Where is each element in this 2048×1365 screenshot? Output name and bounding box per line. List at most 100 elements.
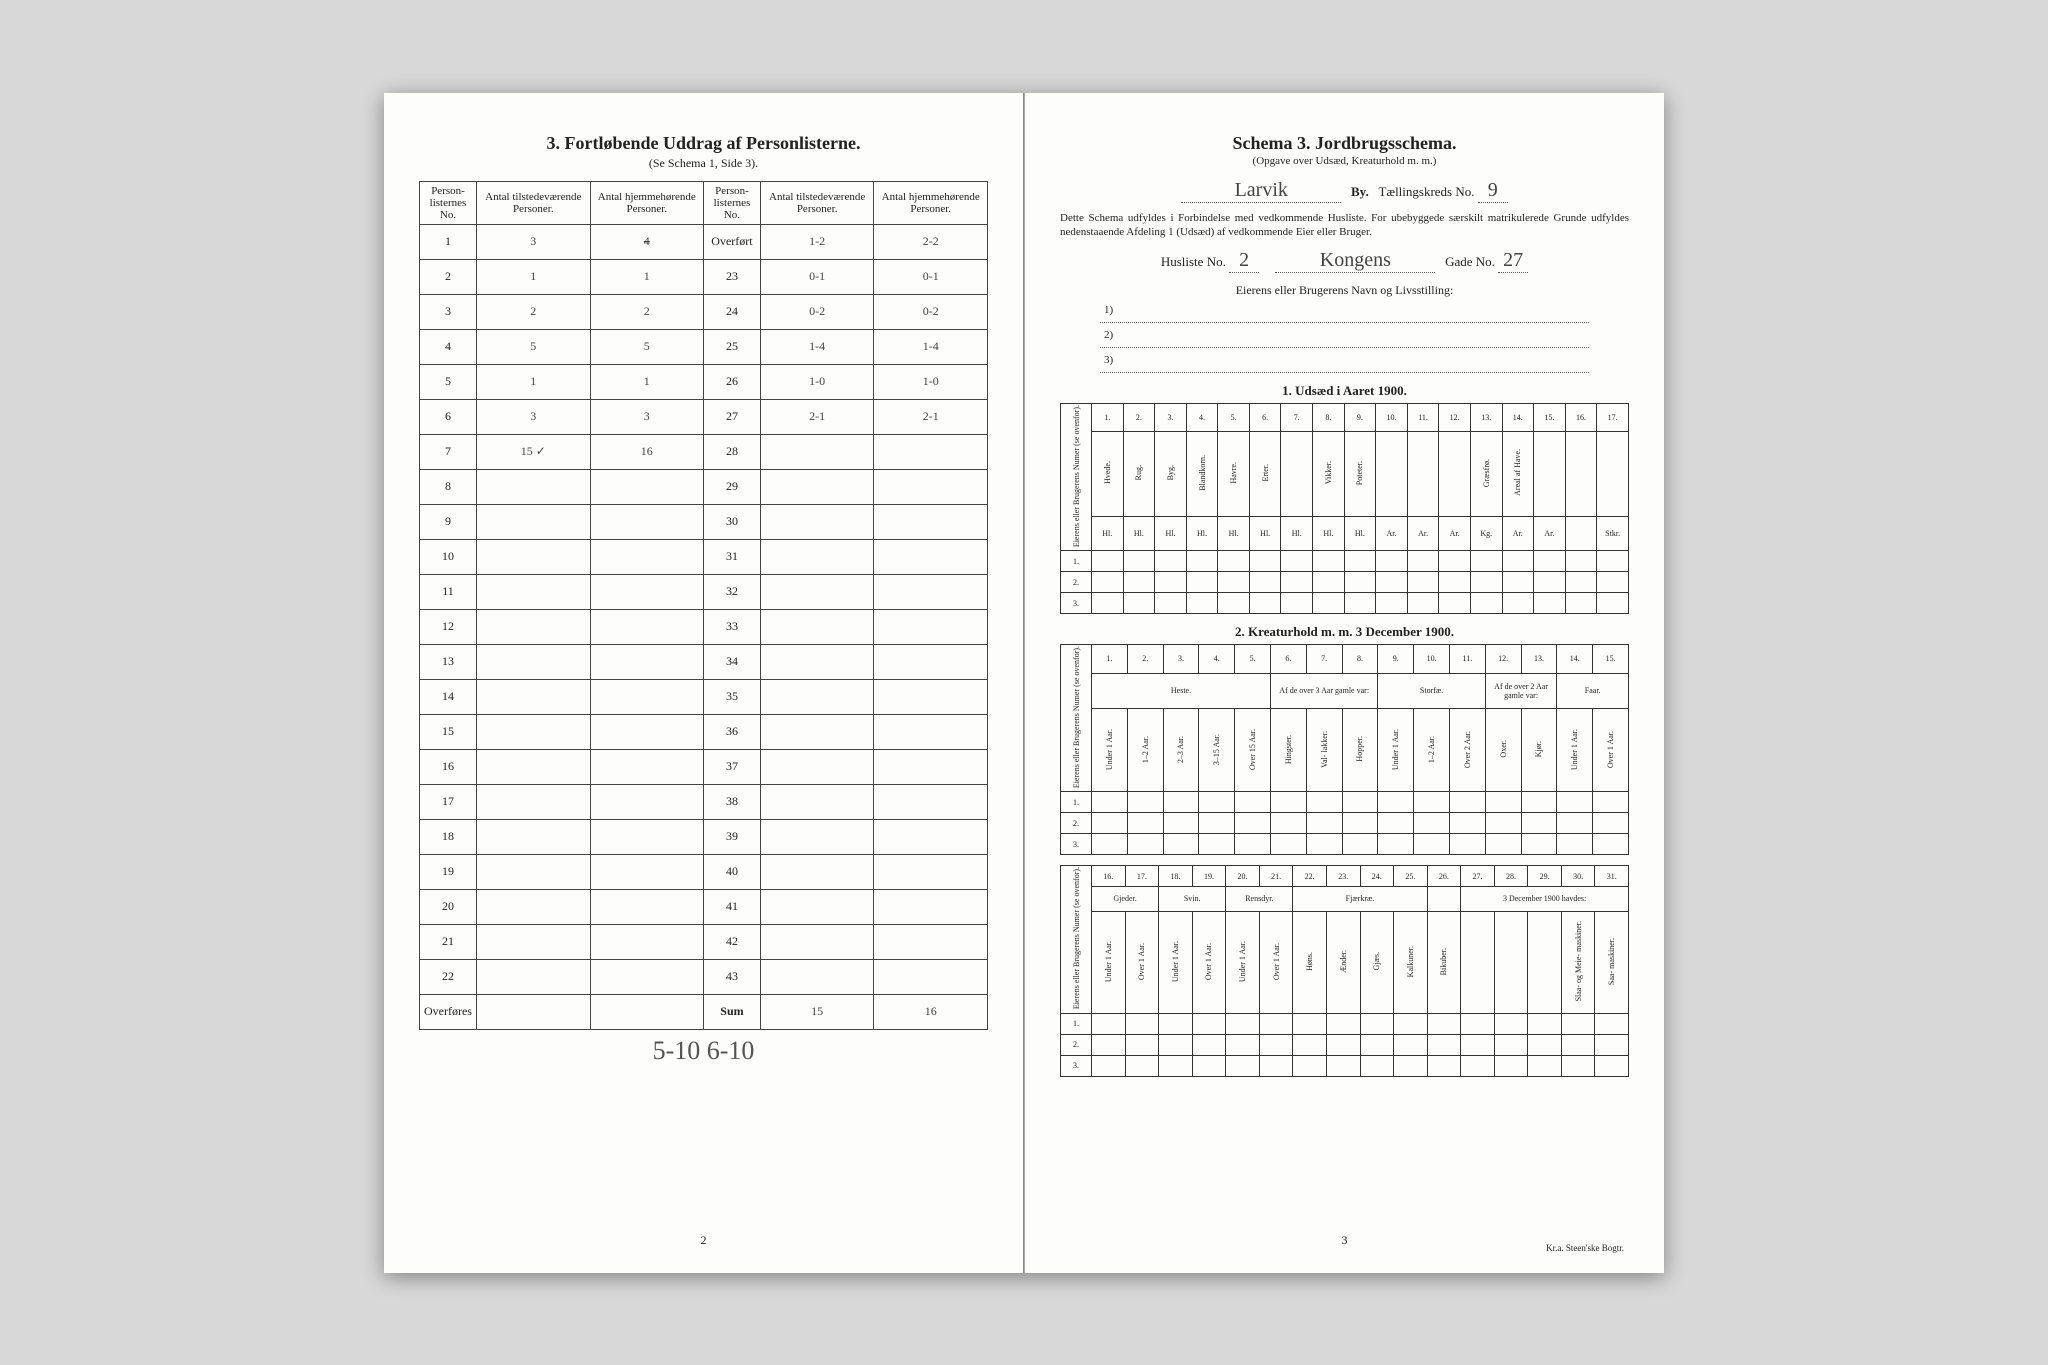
row-a-l [476,889,590,924]
col-num: 7. [1281,404,1313,432]
row-no-r: 25 [704,329,761,364]
row-a-l: 5 [476,329,590,364]
row-no-l: 12 [420,609,477,644]
row-a-r [760,889,874,924]
cell [1127,813,1163,834]
col-head [1281,431,1313,516]
row-b-l [590,609,704,644]
cell [1557,834,1593,855]
table-row: 930 [420,504,988,539]
right-page: Schema 3. Jordbrugsschema. (Opgave over … [1024,93,1664,1273]
cell [1127,834,1163,855]
row-b-r: 2-1 [874,399,988,434]
row-b-l: 5 [590,329,704,364]
row-a-l [476,609,590,644]
cell [1218,593,1250,614]
table-row: 455251-41-4 [420,329,988,364]
row-no-r: 31 [704,539,761,574]
col-num: 30. [1561,866,1595,886]
col-head: Kalkuner. [1394,911,1428,1013]
sum-b: 16 [874,994,988,1029]
cell [1394,1055,1428,1076]
col-num: 3. [1163,645,1199,673]
row-no-l: 13 [420,644,477,679]
col-num: 2. [1127,645,1163,673]
col-num: 8. [1313,404,1345,432]
row-b-r: 2-2 [874,224,988,259]
cell [1344,593,1376,614]
cell [1378,792,1414,813]
row-b-r [874,609,988,644]
col-head [1376,431,1408,516]
row-b-l [590,784,704,819]
col-unit: Hl. [1218,516,1250,550]
cell [1414,792,1450,813]
cell [1123,551,1155,572]
col-num: 13. [1521,645,1557,673]
cell [1461,1055,1495,1076]
cell [1092,551,1124,572]
cell [1470,593,1502,614]
cell [1427,1055,1461,1076]
table-row: 3. [1061,593,1629,614]
row-a-r [760,959,874,994]
col-head [1528,911,1562,1013]
cell [1259,1034,1293,1055]
cell [1235,834,1271,855]
col-head [1461,911,1495,1013]
col-group: Gjeder. [1092,886,1159,911]
row-a-r [760,609,874,644]
row-a-l [476,679,590,714]
row-no-l: 22 [420,959,477,994]
col-head: Havre. [1218,431,1250,516]
col-unit: Hl. [1123,516,1155,550]
col-num: 24. [1360,866,1394,886]
row-no-r: Overført [704,224,761,259]
table-row: 1435 [420,679,988,714]
sec1-title: 1. Udsæd i Aaret 1900. [1060,383,1629,399]
cell [1259,1055,1293,1076]
col-head [1439,431,1471,516]
col-num: 11. [1407,404,1439,432]
cell [1502,593,1534,614]
col-num: 9. [1378,645,1414,673]
table-row: 1536 [420,714,988,749]
col-head: Saa- maskiner. [1595,911,1629,1013]
col-num: 14. [1502,404,1534,432]
owner-line-2: 2) [1100,329,1589,348]
row-a-l [476,539,590,574]
col-num: 8. [1342,645,1378,673]
col-num: 17. [1125,866,1159,886]
row-label: 1. [1061,551,1092,572]
row-b-r: 1-4 [874,329,988,364]
col-head: Over 1 Aar. [1593,708,1629,792]
cell [1163,813,1199,834]
col-head: 2–3 Aar. [1163,708,1199,792]
col-unit: Ar. [1502,516,1534,550]
row-b-l [590,644,704,679]
town-row: Larvik By. Tællingskreds No. 9 [1060,179,1629,203]
col-head: Hingster. [1270,708,1306,792]
cell [1376,551,1408,572]
table-row: 1. [1061,551,1629,572]
cell [1360,1055,1394,1076]
col-unit: Ar. [1534,516,1566,550]
col-unit: Ar. [1376,516,1408,550]
col-head: Under 1 Aar. [1092,911,1126,1013]
cell [1595,1055,1629,1076]
bottom-handwriting: 5-10 6-10 [419,1036,988,1066]
col-num: 23. [1326,866,1360,886]
cell [1407,572,1439,593]
cell [1439,593,1471,614]
row-b-l [590,749,704,784]
cell [1494,1034,1528,1055]
row-a-r [760,714,874,749]
row-no-l: 6 [420,399,477,434]
cell [1485,792,1521,813]
row-label: 1. [1061,1013,1092,1034]
row-no-l: 9 [420,504,477,539]
cell [1092,813,1128,834]
table-row: 2. [1061,572,1629,593]
cell [1155,572,1187,593]
row-b-r [874,504,988,539]
